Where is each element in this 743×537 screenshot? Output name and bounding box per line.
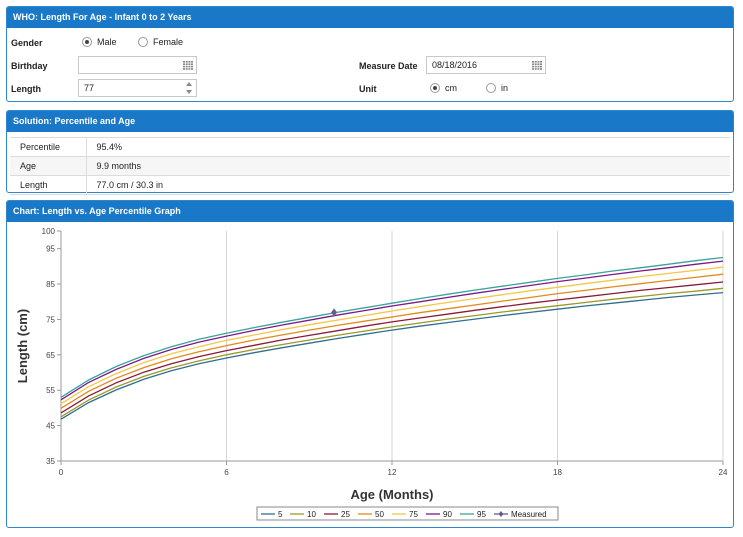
chart-ticks: 35 45 55 65 75 85 95 100 0 6 12 18 24 xyxy=(42,227,728,477)
series-line-50 xyxy=(60,273,724,409)
percentile-chart: 35 45 55 65 75 85 95 100 0 6 12 18 24 Age (Months) L… xyxy=(15,227,728,521)
unit-cm-radio[interactable]: cm xyxy=(430,83,457,93)
series-line-90 xyxy=(60,260,724,401)
birthday-field[interactable] xyxy=(78,56,197,74)
series-line-5 xyxy=(60,291,724,420)
unit-label: Unit xyxy=(359,84,377,94)
series-line-25 xyxy=(60,281,724,414)
y-tick-label: 85 xyxy=(46,280,55,289)
length-key: Length xyxy=(10,175,87,195)
x-tick-label: 0 xyxy=(59,468,64,477)
unit-cm-label: cm xyxy=(445,83,457,93)
legend-label: 25 xyxy=(341,510,350,519)
series-line-75 xyxy=(60,266,724,405)
chart-series xyxy=(60,256,724,420)
y-tick-label: 45 xyxy=(46,422,55,431)
legend-label: 75 xyxy=(409,510,418,519)
gender-label: Gender xyxy=(11,38,43,48)
x-tick-label: 6 xyxy=(224,468,229,477)
measure-date-value: 08/18/2016 xyxy=(432,60,478,70)
measured-point xyxy=(331,308,338,317)
y-tick-label: 35 xyxy=(46,457,55,466)
series-line-95 xyxy=(60,256,724,398)
solution-panel-title: Solution: Percentile and Age xyxy=(7,111,733,132)
stepper-icon[interactable] xyxy=(186,82,192,94)
unit-in-label: in xyxy=(501,83,509,93)
x-tick-label: 24 xyxy=(719,468,728,477)
table-row: Age 9.9 months xyxy=(10,156,730,176)
input-panel: WHO: Length For Age - Infant 0 to 2 Year… xyxy=(6,6,734,102)
radio-selected-icon xyxy=(82,37,92,47)
age-key: Age xyxy=(10,156,87,176)
y-tick-label: 95 xyxy=(46,245,55,254)
series-line-10 xyxy=(60,287,724,418)
chart-legend: 5 10 25 50 75 90 95 Measured xyxy=(256,506,559,521)
y-tick-label: 75 xyxy=(46,315,55,324)
length-result-value: 77.0 cm / 30.3 in xyxy=(86,175,730,195)
x-axis-label: Age (Months) xyxy=(350,487,433,502)
gender-female-label: Female xyxy=(153,37,184,47)
gender-female-radio[interactable]: Female xyxy=(138,37,183,47)
unit-in-radio[interactable]: in xyxy=(486,83,508,93)
legend-label: 90 xyxy=(443,510,452,519)
stepper-up-icon[interactable] xyxy=(186,82,192,86)
solution-panel: Solution: Percentile and Age Percentile … xyxy=(6,110,734,195)
radio-unselected-icon xyxy=(138,37,148,47)
legend-label: 10 xyxy=(307,510,316,519)
y-axis-label: Length (cm) xyxy=(15,309,30,383)
age-value: 9.9 months xyxy=(86,156,730,176)
table-row: Length 77.0 cm / 30.3 in xyxy=(10,175,730,195)
legend-label: 95 xyxy=(477,510,486,519)
legend-label: 50 xyxy=(375,510,384,519)
y-tick-label: 65 xyxy=(46,351,55,360)
chart-panel: Chart: Length vs. Age Percentile Graph 3… xyxy=(6,200,734,528)
calendar-icon[interactable] xyxy=(183,61,193,70)
length-label: Length xyxy=(11,84,41,94)
radio-unselected-icon xyxy=(486,83,496,93)
legend-label: 5 xyxy=(278,510,283,519)
percentile-value: 95.4% xyxy=(86,137,730,157)
x-tick-label: 18 xyxy=(553,468,562,477)
length-field[interactable]: 77 xyxy=(78,79,197,97)
chart-grid xyxy=(226,231,724,461)
stepper-down-icon[interactable] xyxy=(186,90,192,94)
y-tick-label: 100 xyxy=(42,227,56,236)
percentile-key: Percentile xyxy=(10,137,87,157)
legend-marker-icon xyxy=(498,511,504,517)
legend-label: Measured xyxy=(511,510,547,519)
measure-date-label: Measure Date xyxy=(359,61,418,71)
measure-date-field[interactable]: 08/18/2016 xyxy=(426,56,546,74)
x-tick-label: 12 xyxy=(388,468,397,477)
birthday-label: Birthday xyxy=(11,61,48,71)
solution-table: Percentile 95.4% Age 9.9 months Length 7… xyxy=(10,137,730,195)
calendar-icon[interactable] xyxy=(532,61,542,70)
gender-male-radio[interactable]: Male xyxy=(82,37,117,47)
table-row: Percentile 95.4% xyxy=(10,137,730,157)
length-value: 77 xyxy=(84,83,95,93)
input-panel-title: WHO: Length For Age - Infant 0 to 2 Year… xyxy=(7,7,733,28)
chart-panel-title: Chart: Length vs. Age Percentile Graph xyxy=(7,201,733,222)
gender-male-label: Male xyxy=(97,37,117,47)
legend-box xyxy=(256,506,559,521)
y-tick-label: 55 xyxy=(46,386,55,395)
radio-selected-icon xyxy=(430,83,440,93)
